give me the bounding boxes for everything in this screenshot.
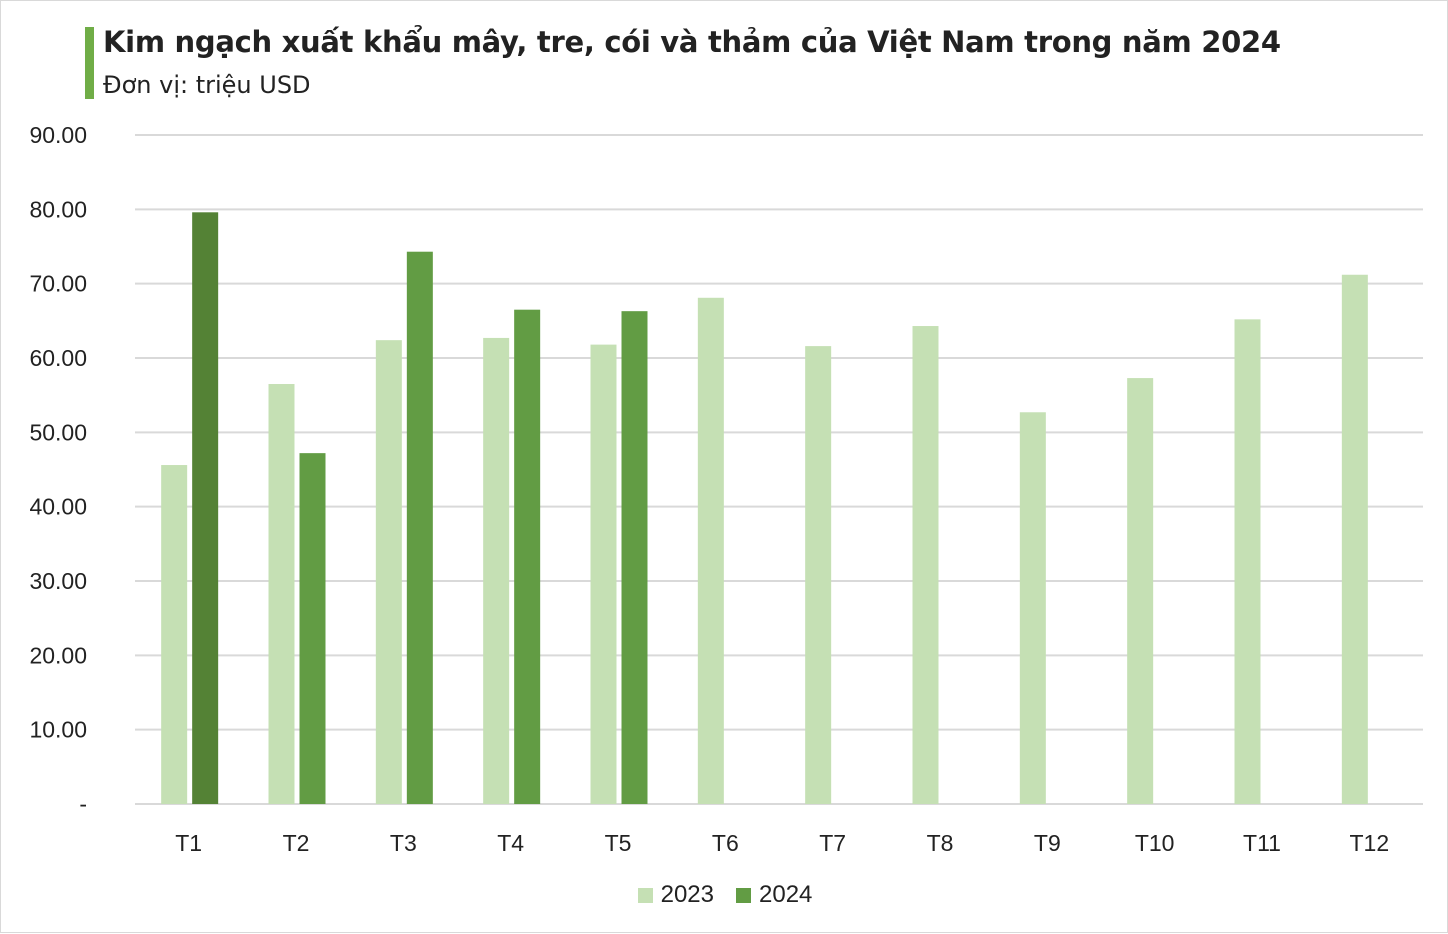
y-tick-label: 70.00 — [29, 271, 87, 297]
bar-2023-T8 — [912, 326, 939, 804]
y-tick-label: 10.00 — [29, 717, 87, 743]
legend-item-2023: 2023 — [637, 881, 714, 909]
bar-2023-T12 — [1341, 274, 1368, 804]
bar-2024-T5 — [621, 311, 648, 804]
y-tick-label: 80.00 — [29, 196, 87, 222]
x-tick-label: T5 — [605, 830, 632, 856]
chart-subtitle: Đơn vị: triệu USD — [103, 71, 311, 99]
x-tick-label: T6 — [712, 830, 739, 856]
x-tick-label: T2 — [283, 830, 310, 856]
y-tick-label: 30.00 — [29, 568, 87, 594]
x-tick-label: T7 — [819, 830, 846, 856]
bar-2023-T7 — [805, 346, 832, 804]
bar-2024-T4 — [514, 309, 541, 804]
legend-label-2023: 2023 — [660, 881, 714, 908]
bar-2023-T2 — [268, 384, 295, 804]
y-tick-label: 60.00 — [29, 345, 87, 371]
x-tick-label: T4 — [497, 830, 524, 856]
x-tick-label: T9 — [1034, 830, 1061, 856]
x-tick-label: T11 — [1243, 830, 1281, 856]
bar-2023-T10 — [1127, 378, 1154, 804]
chart-title: Kim ngạch xuất khẩu mây, tre, cói và thả… — [103, 25, 1281, 59]
bar-2023-T11 — [1234, 319, 1261, 804]
legend-swatch-2023 — [637, 887, 653, 903]
bar-2024-T1 — [192, 212, 219, 805]
legend-label-2024: 2024 — [759, 881, 813, 908]
bar-2023-T5 — [590, 344, 617, 804]
y-tick-label: 20.00 — [29, 642, 87, 668]
bar-2024-T3 — [406, 251, 433, 804]
y-tick-label: 40.00 — [29, 494, 87, 520]
bar-2023-T9 — [1019, 412, 1046, 804]
legend-swatch-2024 — [736, 887, 751, 903]
x-tick-label: T1 — [175, 830, 202, 856]
bar-2023-T6 — [697, 297, 724, 804]
legend: 2023 2024 — [1, 881, 1448, 909]
bar-2024-T2 — [299, 453, 326, 804]
title-accent-bar — [85, 27, 94, 99]
y-tick-label: - — [79, 791, 87, 817]
x-tick-label: T8 — [927, 830, 954, 856]
x-tick-label: T3 — [390, 830, 417, 856]
bar-2023-T1 — [161, 465, 188, 804]
bar-2023-T4 — [483, 337, 510, 804]
x-tick-label: T12 — [1350, 830, 1390, 856]
legend-item-2024: 2024 — [736, 881, 812, 909]
y-tick-label: 50.00 — [29, 419, 87, 445]
bar-2023-T3 — [375, 340, 402, 804]
y-tick-label: 90.00 — [29, 122, 87, 148]
x-tick-label: T10 — [1135, 830, 1175, 856]
